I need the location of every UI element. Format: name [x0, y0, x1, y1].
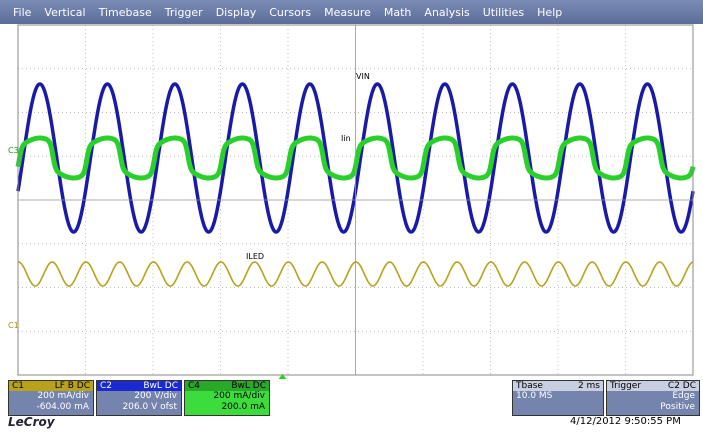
- c1-marker: C1: [8, 321, 19, 330]
- trigger-marker: [278, 374, 287, 379]
- channel-scale: 200 V/div: [134, 391, 177, 401]
- timestamp: 4/12/2012 9:50:55 PM: [570, 416, 681, 427]
- trigger-mode: Edge: [672, 391, 695, 401]
- trigger-title: Trigger: [610, 381, 642, 391]
- channel-offset: 206.0 V ofst: [122, 402, 177, 412]
- timebase-box[interactable]: Tbase 2 ms 10.0 MS: [512, 380, 604, 416]
- menu-item[interactable]: Math: [383, 5, 412, 19]
- vin-label: VIN: [356, 72, 370, 81]
- channel-box[interactable]: C4 BwL DC 200 mA/div 200.0 mA: [184, 380, 270, 416]
- menu-item[interactable]: Utilities: [482, 5, 525, 19]
- channel-offset: 200.0 mA: [221, 402, 265, 412]
- trigger-source: C2 DC: [667, 381, 696, 391]
- menu-item[interactable]: Vertical: [44, 5, 86, 19]
- brand: LeCroy: [8, 415, 55, 429]
- menu-item[interactable]: Cursors: [269, 5, 312, 19]
- timebase-title: Tbase: [516, 381, 543, 391]
- menu-item[interactable]: Timebase: [98, 5, 152, 19]
- menu-item[interactable]: File: [13, 5, 32, 19]
- channel-name: C4: [188, 381, 201, 391]
- c3-marker: C3: [8, 146, 19, 155]
- timebase-value: 2 ms: [577, 381, 600, 391]
- menu-item[interactable]: Display: [215, 5, 257, 19]
- channel-tags: LF B DC: [54, 381, 90, 391]
- channel-name: C1: [12, 381, 25, 391]
- timebase-rate: 10.0 MS: [516, 391, 553, 401]
- channel-name: C2: [100, 381, 113, 391]
- channel-offset: -604.00 mA: [36, 402, 89, 412]
- menu-item[interactable]: Trigger: [164, 5, 203, 19]
- menu-item[interactable]: Help: [537, 5, 563, 19]
- channel-scale: 200 mA/div: [213, 391, 265, 401]
- iled-label: ILED: [246, 252, 264, 261]
- iin-label: Iin: [341, 134, 351, 143]
- trigger-slope: Positive: [660, 402, 695, 412]
- channel-box[interactable]: C2 BwL DC 200 V/div 206.0 V ofst: [96, 380, 182, 416]
- scope-screen: VIN Iin ILED C3 C1: [8, 24, 696, 379]
- menu-item[interactable]: Analysis: [424, 5, 470, 19]
- channel-tags: BwL DC: [231, 381, 266, 391]
- menu-bar: File Vertical Timebase Trigger Display Cursor…: [0, 0, 703, 24]
- menu-item[interactable]: Measure: [324, 5, 371, 19]
- channel-tags: BwL DC: [143, 381, 178, 391]
- channel-box[interactable]: C1 LF B DC 200 mA/div -604.00 mA: [8, 380, 94, 416]
- channel-scale: 200 mA/div: [37, 391, 89, 401]
- trigger-box[interactable]: Trigger C2 DC Edge Positive: [606, 380, 700, 416]
